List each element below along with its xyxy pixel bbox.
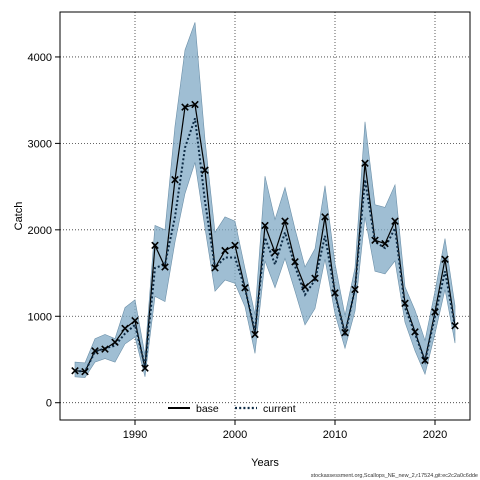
data-point-marker bbox=[71, 366, 79, 375]
data-point-marker bbox=[171, 175, 179, 184]
plot-frame bbox=[59, 11, 471, 421]
legend-label-base: base bbox=[196, 403, 219, 415]
data-point-marker bbox=[451, 322, 459, 330]
data-point-marker bbox=[261, 221, 269, 230]
data-point-marker bbox=[331, 289, 339, 297]
data-point-marker bbox=[291, 258, 299, 266]
data-point-marker bbox=[221, 246, 229, 255]
x-tick-label: 2000 bbox=[223, 429, 247, 441]
data-point-marker bbox=[161, 263, 169, 271]
y-tick-label: 1000 bbox=[28, 311, 52, 323]
data-point-marker bbox=[231, 241, 239, 250]
y-tick-label: 2000 bbox=[28, 225, 52, 237]
y-tick-label: 4000 bbox=[28, 52, 52, 64]
x-tick-label: 2010 bbox=[323, 429, 347, 441]
data-point-marker bbox=[361, 159, 369, 168]
data-point-marker bbox=[401, 299, 409, 308]
data-point-marker bbox=[201, 166, 209, 174]
data-point-marker bbox=[241, 283, 249, 292]
y-axis-ticks: 0 1000 2000 3000 4000 bbox=[28, 52, 60, 410]
data-point-marker bbox=[101, 345, 109, 353]
data-point-marker bbox=[131, 316, 139, 325]
data-point-marker bbox=[311, 274, 319, 283]
data-point-marker bbox=[411, 328, 419, 336]
legend-label-current: current bbox=[263, 403, 296, 415]
data-point-marker bbox=[251, 330, 259, 339]
legend: base current bbox=[168, 403, 296, 415]
data-point-marker bbox=[321, 213, 329, 221]
data-point-marker bbox=[191, 100, 199, 109]
data-point-marker bbox=[81, 367, 89, 376]
data-point-marker bbox=[151, 241, 159, 250]
x-tick-label: 2020 bbox=[423, 429, 447, 441]
data-point-marker bbox=[301, 283, 309, 291]
footnote: stockassessment.org,Scallops_NE_new_2,r1… bbox=[311, 473, 478, 479]
data-point-marker bbox=[181, 103, 189, 111]
data-markers bbox=[71, 100, 459, 376]
data-point-marker bbox=[281, 217, 289, 225]
data-point-marker bbox=[271, 248, 279, 257]
data-point-marker bbox=[431, 308, 439, 316]
data-point-marker bbox=[371, 236, 379, 244]
y-tick-label: 0 bbox=[46, 398, 52, 410]
data-point-marker bbox=[421, 356, 429, 365]
y-axis-title: Catch bbox=[13, 202, 25, 231]
y-tick-label: 3000 bbox=[28, 138, 52, 150]
x-axis-title: Years bbox=[251, 457, 279, 469]
data-point-marker bbox=[381, 239, 389, 248]
data-point-marker bbox=[391, 217, 399, 225]
data-point-marker bbox=[351, 285, 359, 294]
data-point-marker bbox=[441, 255, 449, 263]
data-point-marker bbox=[141, 364, 149, 372]
confidence-band bbox=[74, 22, 456, 378]
data-point-marker bbox=[211, 264, 219, 272]
data-point-marker bbox=[91, 347, 99, 355]
data-point-marker bbox=[341, 328, 349, 337]
x-axis-ticks: 1990 2000 2010 2020 bbox=[123, 420, 447, 441]
x-tick-label: 1990 bbox=[123, 429, 147, 441]
data-point-marker bbox=[121, 324, 129, 333]
data-point-marker bbox=[111, 338, 119, 346]
